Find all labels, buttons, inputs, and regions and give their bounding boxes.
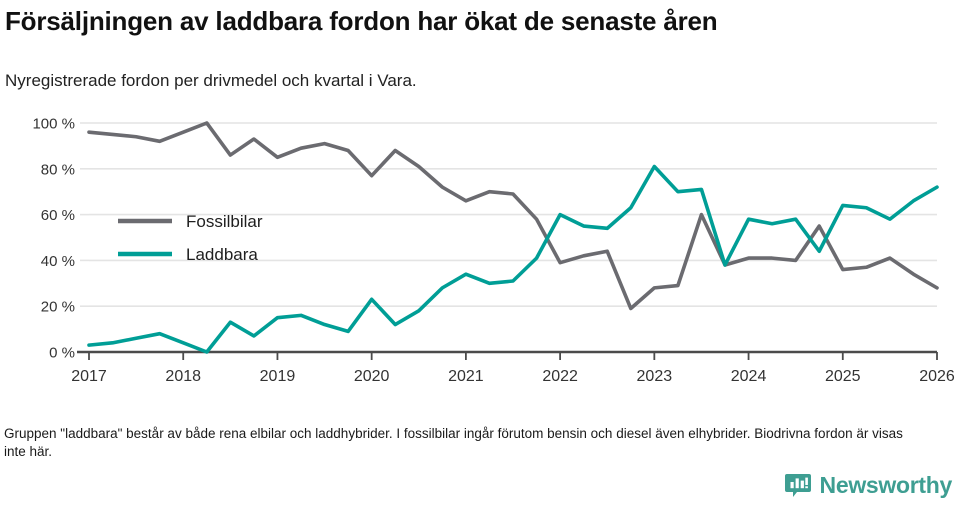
- y-axis-tick-labels: 0 % 20 % 40 % 60 % 80 % 100 %: [32, 116, 89, 362]
- brand-name: Newsworthy: [819, 472, 953, 498]
- newsworthy-logo[interactable]: Newsworthy: [784, 470, 952, 500]
- chart-legend: Fossilbilar Laddbara: [118, 212, 263, 264]
- x-axis-group: 2017 2018 2019 2020 2021 2022 2023 2024 2025 2026: [71, 350, 955, 385]
- series-lines-group: [87, 121, 939, 354]
- chart-subtitle: Nyregistrerade fordon per drivmedel och …: [5, 71, 417, 90]
- legend-label: Fossilbilar: [186, 212, 263, 231]
- y-axis-tick-label: 20 %: [41, 299, 75, 316]
- x-axis-tick-label: 2019: [260, 368, 296, 385]
- x-axis-tick-label: 2018: [165, 368, 201, 385]
- chart-plot-area: 0 % 20 % 40 % 60 % 80 % 100 % 2017 2018 2019 202…: [0, 104, 960, 399]
- page-title: Försäljningen av laddbara fordon har öka…: [5, 6, 718, 36]
- x-axis-tick-label: 2020: [354, 368, 390, 385]
- x-axis-tick-label: 2023: [637, 368, 673, 385]
- legend-label: Laddbara: [186, 245, 258, 264]
- series-line-laddbara: [87, 164, 939, 354]
- series-line-fossilbilar: [87, 121, 939, 311]
- y-axis-tick-label: 60 %: [41, 207, 75, 224]
- bar-chart-speech-bubble-icon: [784, 474, 811, 497]
- x-axis-tick-label: 2026: [919, 368, 955, 385]
- y-axis-tick-label: 0 %: [49, 345, 75, 362]
- y-axis-tick-label: 40 %: [41, 253, 75, 270]
- y-axis-tick-label: 100 %: [32, 116, 75, 133]
- y-axis-tick-label: 80 %: [41, 161, 75, 178]
- x-axis-tick-label: 2022: [542, 368, 578, 385]
- x-axis-tick-label: 2024: [731, 368, 767, 385]
- x-axis-tick-label: 2017: [71, 368, 107, 385]
- x-axis-tick-label: 2025: [825, 368, 861, 385]
- line-chart-svg: 0 % 20 % 40 % 60 % 80 % 100 % 2017 2018 2019 202…: [32, 116, 955, 386]
- chart-footnote: Gruppen "laddbara" består av både rena e…: [4, 426, 903, 459]
- x-axis-tick-label: 2021: [448, 368, 484, 385]
